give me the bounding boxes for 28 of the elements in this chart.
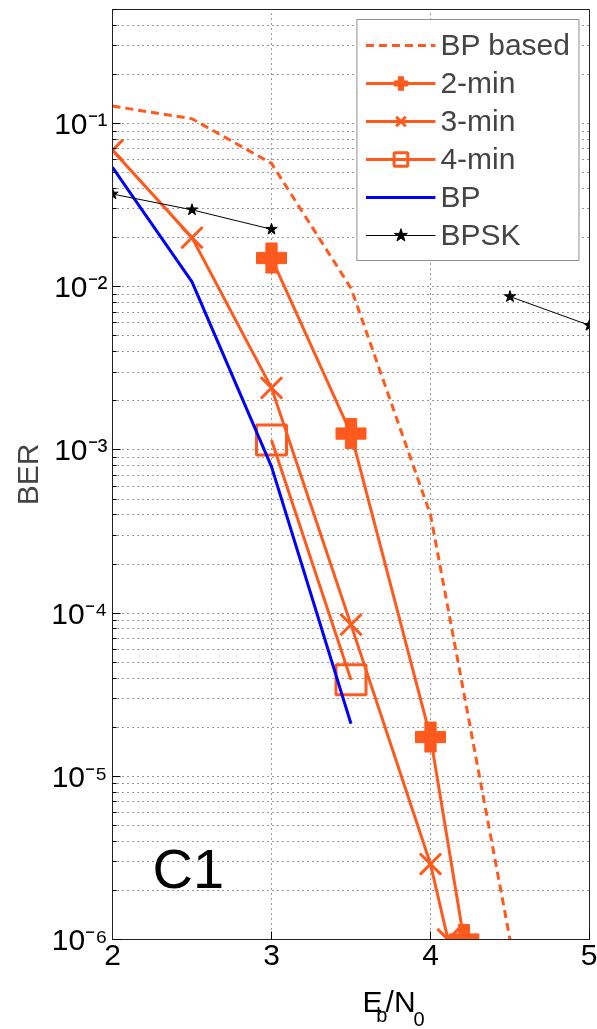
point [418,851,443,877]
y-tick-label: 10⁻¹ [54,107,108,141]
point [503,290,517,302]
annotation: C1 [152,836,225,900]
legend-label: 3-min [440,104,516,138]
legend-label: 4-min [440,142,516,176]
x-tick-label: 3 [263,937,280,971]
y-tick-label: 10⁻⁴ [51,596,108,630]
x-tick-label: 5 [580,937,597,971]
point [185,203,199,216]
y-tick-label: 10⁻⁵ [51,759,108,793]
y-axis-title: BER [11,443,45,506]
y-tick-label: 10⁻² [54,270,108,304]
point [259,375,284,400]
point [179,225,205,250]
point [255,423,288,457]
legend-label: 2-min [440,66,516,100]
point [256,242,287,274]
legend-label: BP [440,180,481,214]
line-series [112,165,353,726]
x-tick-label: 4 [422,937,439,971]
point [335,418,367,450]
legend-label: BPSK [440,218,521,252]
legend-label: BP based [440,28,570,62]
point [338,612,364,637]
point [265,222,278,235]
y-tick-label: 10⁻³ [54,433,108,467]
point [415,721,446,753]
